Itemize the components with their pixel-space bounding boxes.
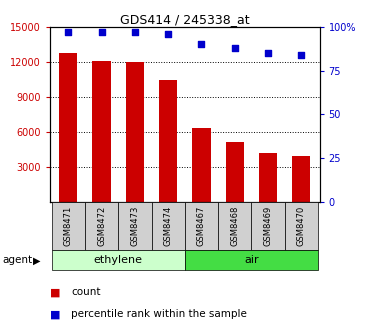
Bar (59, 52, 77, 202)
Point (165, 31, 171, 37)
Text: percentile rank within the sample: percentile rank within the sample (71, 309, 247, 319)
Point (265, 50, 271, 56)
Title: GDS414 / 245338_at: GDS414 / 245338_at (120, 13, 249, 26)
Text: GSM8474: GSM8474 (164, 206, 172, 246)
Text: agent: agent (2, 255, 32, 265)
Bar (118, 202, 152, 250)
Text: GSM8470: GSM8470 (297, 206, 306, 246)
Bar (152, 202, 185, 250)
Bar (185, 202, 218, 250)
Point (298, 52, 304, 57)
Bar (251, 202, 285, 250)
Bar (185, 250, 318, 270)
Point (99, 30, 105, 35)
Bar (226, 142, 244, 202)
Bar (218, 202, 251, 250)
Text: GSM8468: GSM8468 (230, 206, 239, 246)
Bar (92, 61, 111, 202)
Bar (126, 62, 144, 202)
Bar (52, 202, 85, 250)
Text: count: count (71, 287, 101, 297)
Text: GSM8472: GSM8472 (97, 206, 106, 246)
Text: air: air (244, 255, 259, 265)
Text: ▶: ▶ (33, 255, 40, 265)
Text: ■: ■ (50, 287, 60, 297)
Text: ■: ■ (50, 309, 60, 319)
Bar (259, 153, 277, 202)
Bar (285, 202, 318, 250)
Text: GSM8471: GSM8471 (64, 206, 73, 246)
Bar (159, 80, 177, 202)
Point (65, 30, 72, 35)
Text: GSM8473: GSM8473 (131, 206, 139, 246)
Bar (52, 250, 185, 270)
Point (198, 42, 204, 47)
Text: ethylene: ethylene (94, 255, 143, 265)
Point (132, 30, 138, 35)
Bar (192, 128, 211, 202)
Bar (292, 156, 310, 202)
Text: GSM8467: GSM8467 (197, 206, 206, 246)
Point (232, 45, 238, 50)
Bar (85, 202, 118, 250)
Text: GSM8469: GSM8469 (263, 206, 273, 246)
